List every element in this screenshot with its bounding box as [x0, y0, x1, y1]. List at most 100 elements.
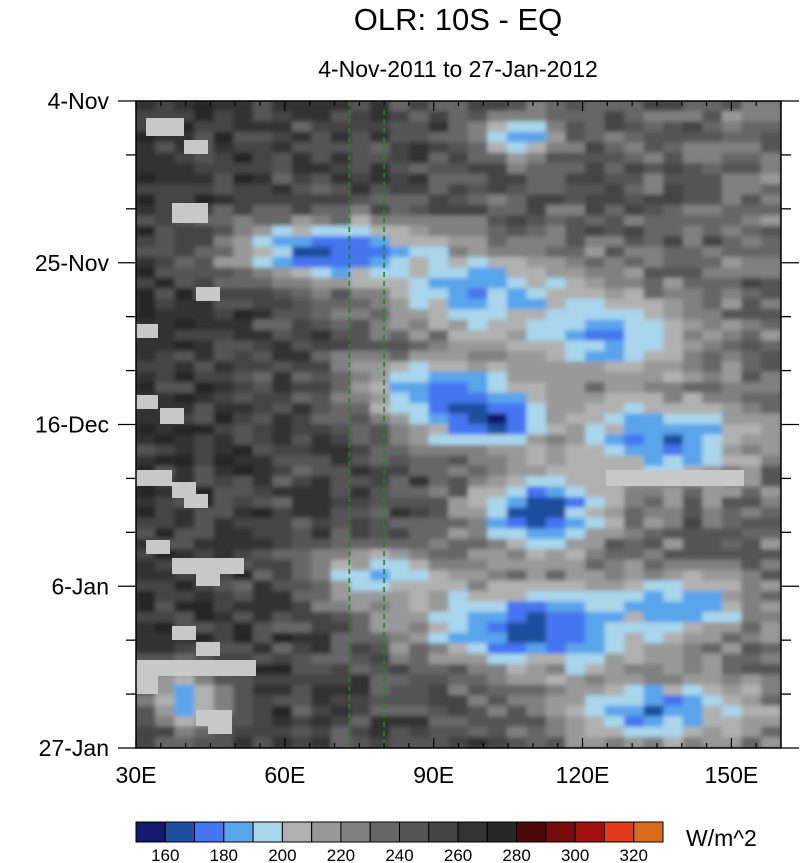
- field-cell: [702, 371, 723, 384]
- field-cell: [702, 632, 723, 645]
- field-cell: [291, 559, 313, 572]
- field-cell: [467, 330, 489, 342]
- field-cell: [330, 601, 352, 613]
- field-cell: [311, 653, 332, 666]
- field-cell: [350, 476, 372, 488]
- field-cell: [291, 601, 313, 613]
- field-cell: [526, 163, 547, 175]
- field-cell: [155, 257, 176, 269]
- field-cell: [409, 726, 430, 739]
- field-cell: [350, 225, 372, 238]
- field-cell: [760, 611, 781, 624]
- field-cell: [604, 110, 626, 123]
- colorbar-swatch: [428, 821, 459, 843]
- field-cell: [370, 257, 391, 269]
- field-cell: [136, 350, 157, 363]
- field-cell: [682, 309, 704, 321]
- field-cell: [252, 601, 274, 613]
- field-cell: [428, 674, 450, 686]
- field-cell: [663, 298, 684, 311]
- field-cell: [565, 737, 587, 748]
- field-cell: [760, 277, 781, 290]
- field-cell: [526, 371, 547, 384]
- field-cell: [194, 183, 215, 196]
- field-cell: [721, 486, 743, 499]
- field-cell: [643, 497, 665, 509]
- field-cell: [311, 716, 332, 728]
- field-cell: [663, 611, 684, 624]
- field-cell: [330, 163, 352, 175]
- field-cell: [604, 257, 626, 269]
- field-cell: [487, 653, 508, 666]
- field-cell: [233, 183, 254, 196]
- field-cell: [213, 340, 235, 352]
- field-cell: [760, 382, 781, 394]
- field-cell: [487, 340, 508, 352]
- field-cell: [467, 695, 489, 707]
- field-cell: [760, 455, 781, 467]
- field-cell: [233, 622, 254, 634]
- field-cell: [506, 507, 528, 519]
- field-cell: [487, 705, 508, 718]
- field-cell: [506, 403, 528, 415]
- field-cell: [565, 653, 587, 666]
- field-cell: [174, 257, 196, 269]
- field-cell: [467, 403, 489, 415]
- missing-data-patch: [196, 287, 220, 301]
- field-cell: [155, 319, 176, 332]
- field-cell: [448, 319, 469, 332]
- field-cell: [409, 288, 430, 300]
- field-cell: [409, 476, 430, 488]
- field-cell: [409, 319, 430, 332]
- field-cell: [741, 549, 762, 561]
- field-cell: [702, 413, 723, 425]
- field-cell: [702, 183, 723, 196]
- field-cell: [194, 424, 215, 436]
- field-cell: [663, 267, 684, 279]
- field-cell: [389, 371, 411, 384]
- field-cell: [604, 444, 626, 457]
- field-cell: [370, 403, 391, 415]
- field-cell: [252, 590, 274, 603]
- field-cell: [487, 726, 508, 739]
- field-cell: [663, 455, 684, 467]
- field-cell: [389, 434, 411, 446]
- field-cell: [565, 434, 587, 446]
- field-cell: [721, 194, 743, 206]
- field-cell: [174, 309, 196, 321]
- field-cell: [428, 288, 450, 300]
- field-cell: [585, 371, 606, 384]
- field-cell: [702, 424, 723, 436]
- field-cell: [624, 528, 645, 540]
- field-cell: [291, 444, 313, 457]
- field-cell: [506, 684, 528, 697]
- field-cell: [174, 444, 196, 457]
- field-cell: [428, 737, 450, 748]
- field-cell: [252, 559, 274, 572]
- field-cell: [272, 371, 293, 384]
- field-cell: [370, 392, 391, 405]
- field-cell: [565, 517, 587, 530]
- field-cell: [194, 632, 215, 645]
- field-cell: [448, 340, 469, 352]
- field-cell: [721, 204, 743, 217]
- field-cell: [526, 465, 547, 478]
- field-cell: [448, 183, 469, 196]
- field-cell: [155, 486, 176, 499]
- field-cell: [389, 173, 411, 185]
- field-cell: [448, 695, 469, 707]
- field-cell: [389, 716, 411, 728]
- field-cell: [428, 246, 450, 259]
- field-cell: [545, 309, 567, 321]
- field-cell: [330, 298, 352, 311]
- field-cell: [506, 101, 528, 112]
- field-cell: [311, 257, 332, 269]
- field-cell: [624, 392, 645, 405]
- field-cell: [330, 705, 352, 718]
- field-cell: [760, 716, 781, 728]
- field-cell: [467, 528, 489, 540]
- field-cell: [291, 465, 313, 478]
- field-cell: [702, 361, 723, 373]
- field-cell: [643, 528, 665, 540]
- field-cell: [506, 382, 528, 394]
